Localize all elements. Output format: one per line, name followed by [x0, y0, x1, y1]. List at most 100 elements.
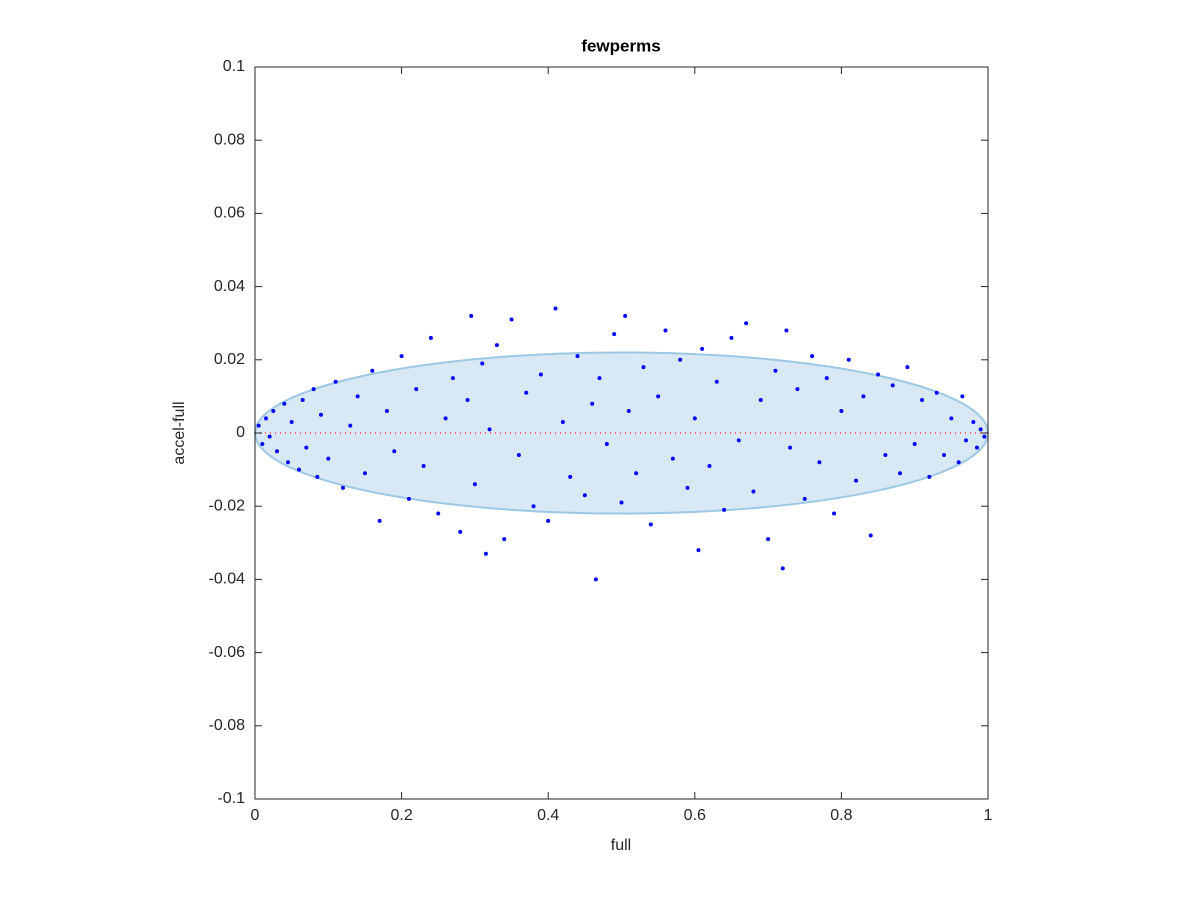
- scatter-point: [428, 335, 433, 340]
- x-axis-label: full: [611, 837, 631, 854]
- scatter-point: [685, 485, 690, 490]
- scatter-point: [839, 409, 844, 414]
- scatter-point: [333, 379, 338, 384]
- y-tick-label: -0.1: [217, 790, 245, 807]
- scatter-point: [597, 376, 602, 381]
- scatter-point: [311, 387, 316, 392]
- scatter-point: [260, 441, 265, 446]
- scatter-point: [450, 376, 455, 381]
- scatter-point: [648, 522, 653, 527]
- scatter-point: [560, 420, 565, 425]
- scatter-point: [263, 416, 268, 421]
- scatter-point: [817, 460, 822, 465]
- scatter-point: [362, 471, 367, 476]
- scatter-point: [663, 328, 668, 333]
- scatter-point: [832, 511, 837, 516]
- scatter-point: [315, 474, 320, 479]
- scatter-point: [267, 434, 272, 439]
- scatter-point: [700, 346, 705, 351]
- scatter-point: [982, 434, 987, 439]
- scatter-point: [553, 306, 558, 311]
- scatter-point: [590, 401, 595, 406]
- scatter-point: [377, 518, 382, 523]
- y-tick-label: -0.04: [209, 571, 246, 588]
- scatter-point: [898, 471, 903, 476]
- scatter-point: [626, 409, 631, 414]
- scatter-point: [436, 511, 441, 516]
- scatter-point: [861, 394, 866, 399]
- y-tick-label: 0.1: [223, 58, 245, 75]
- scatter-point: [678, 357, 683, 362]
- scatter-point: [370, 368, 375, 373]
- scatter-point: [483, 551, 488, 556]
- scatter-point: [722, 507, 727, 512]
- scatter-point: [978, 427, 983, 432]
- scatter-point: [927, 474, 932, 479]
- scatter-point: [274, 449, 279, 454]
- scatter-point: [641, 365, 646, 370]
- scatter-point: [348, 423, 353, 428]
- y-tick-label: 0: [236, 424, 245, 441]
- scatter-point: [568, 474, 573, 479]
- scatter-point: [942, 452, 947, 457]
- scatter-point: [575, 354, 580, 359]
- scatter-point: [384, 409, 389, 414]
- x-tick-label: 0: [251, 807, 260, 824]
- scatter-point: [824, 376, 829, 381]
- y-tick-label: 0.06: [214, 205, 245, 222]
- scatter-point: [890, 383, 895, 388]
- scatter-point: [780, 566, 785, 571]
- scatter-point: [656, 394, 661, 399]
- scatter-point: [920, 398, 925, 403]
- x-tick-label: 1: [984, 807, 993, 824]
- scatter-point: [971, 420, 976, 425]
- scatter-point: [773, 368, 778, 373]
- scatter-point: [282, 401, 287, 406]
- scatter-point: [318, 412, 323, 417]
- scatter-point: [406, 496, 411, 501]
- scatter-point: [593, 577, 598, 582]
- scatter-point: [714, 379, 719, 384]
- scatter-point: [868, 533, 873, 538]
- y-tick-label: -0.02: [209, 497, 246, 514]
- scatter-point: [707, 463, 712, 468]
- scatter-point: [766, 537, 771, 542]
- scatter-point: [326, 456, 331, 461]
- scatter-point: [465, 398, 470, 403]
- scatter-point: [670, 456, 675, 461]
- scatter-point: [494, 343, 499, 348]
- scatter-point: [487, 427, 492, 432]
- scatter-point: [443, 416, 448, 421]
- scatter-point: [414, 387, 419, 392]
- scatter-point: [758, 398, 763, 403]
- scatter-point: [516, 452, 521, 457]
- scatter-point: [531, 504, 536, 509]
- scatter-point: [300, 398, 305, 403]
- scatter-point: [846, 357, 851, 362]
- y-tick-label: 0.02: [214, 351, 245, 368]
- scatter-point: [458, 529, 463, 534]
- scatter-point: [736, 438, 741, 443]
- scatter-point: [399, 354, 404, 359]
- scatter-point: [956, 460, 961, 465]
- y-axis-label: accel-full: [171, 401, 188, 464]
- scatter-point: [392, 449, 397, 454]
- x-tick-label: 0.4: [537, 807, 559, 824]
- scatter-point: [296, 467, 301, 472]
- scatter-point: [876, 372, 881, 377]
- scatter-point: [421, 463, 426, 468]
- scatter-point: [744, 321, 749, 326]
- confidence-ellipse: [254, 351, 989, 515]
- scatter-point: [355, 394, 360, 399]
- scatter-point: [538, 372, 543, 377]
- scatter-point: [285, 460, 290, 465]
- scatter-point: [934, 390, 939, 395]
- scatter-point: [854, 478, 859, 483]
- scatter-point: [619, 500, 624, 505]
- scatter-point: [271, 409, 276, 414]
- scatter-point: [256, 423, 261, 428]
- scatter-point: [960, 394, 965, 399]
- scatter-point: [634, 471, 639, 476]
- scatter-point: [784, 328, 789, 333]
